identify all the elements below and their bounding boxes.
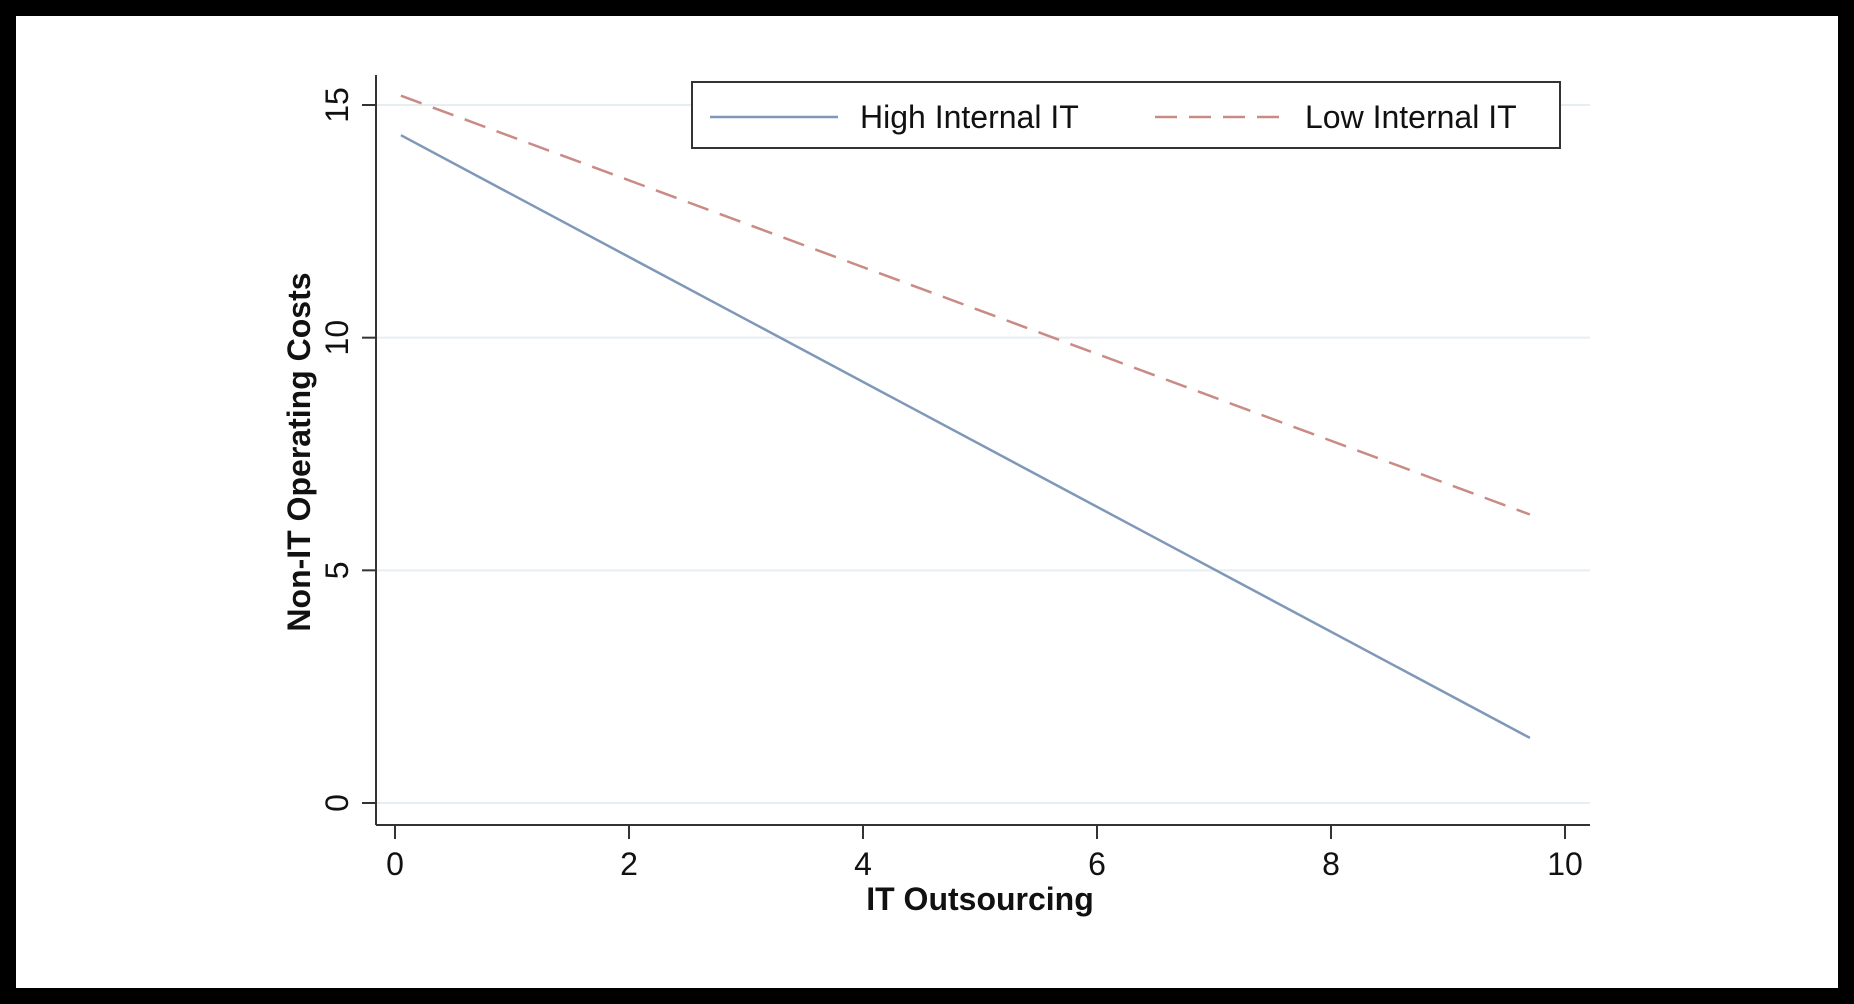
x-tick-label-2: 2 [620, 846, 638, 882]
x-tick-label-4: 4 [854, 846, 872, 882]
y-tick-label-15: 15 [319, 87, 355, 123]
x-tick-label-0: 0 [386, 846, 404, 882]
y-tick-label-10: 10 [319, 320, 355, 356]
x-tick-label-10: 10 [1547, 846, 1583, 882]
tick-marks: 0 2 4 6 8 10 0 5 10 15 [319, 87, 1583, 882]
series-line-high-internal-it [400, 134, 1531, 740]
legend: High Internal IT Low Internal IT [691, 81, 1561, 149]
legend-label-high-internal-it: High Internal IT [860, 99, 1079, 135]
figure-frame-bottom [0, 996, 1854, 1004]
x-tick-label-6: 6 [1088, 846, 1106, 882]
grid-lines [376, 104, 1590, 804]
legend-label-low-internal-it: Low Internal IT [1305, 99, 1517, 135]
series-line-low-internal-it [400, 94, 1531, 516]
x-axis-title: IT Outsourcing [866, 881, 1094, 917]
series-lines [400, 94, 1531, 740]
legend-box [691, 81, 1561, 149]
x-tick-label-8: 8 [1322, 846, 1340, 882]
y-tick-label-5: 5 [319, 561, 355, 579]
axes [375, 75, 1590, 826]
y-tick-label-0: 0 [319, 794, 355, 812]
y-axis-title: Non-IT Operating Costs [281, 272, 317, 631]
